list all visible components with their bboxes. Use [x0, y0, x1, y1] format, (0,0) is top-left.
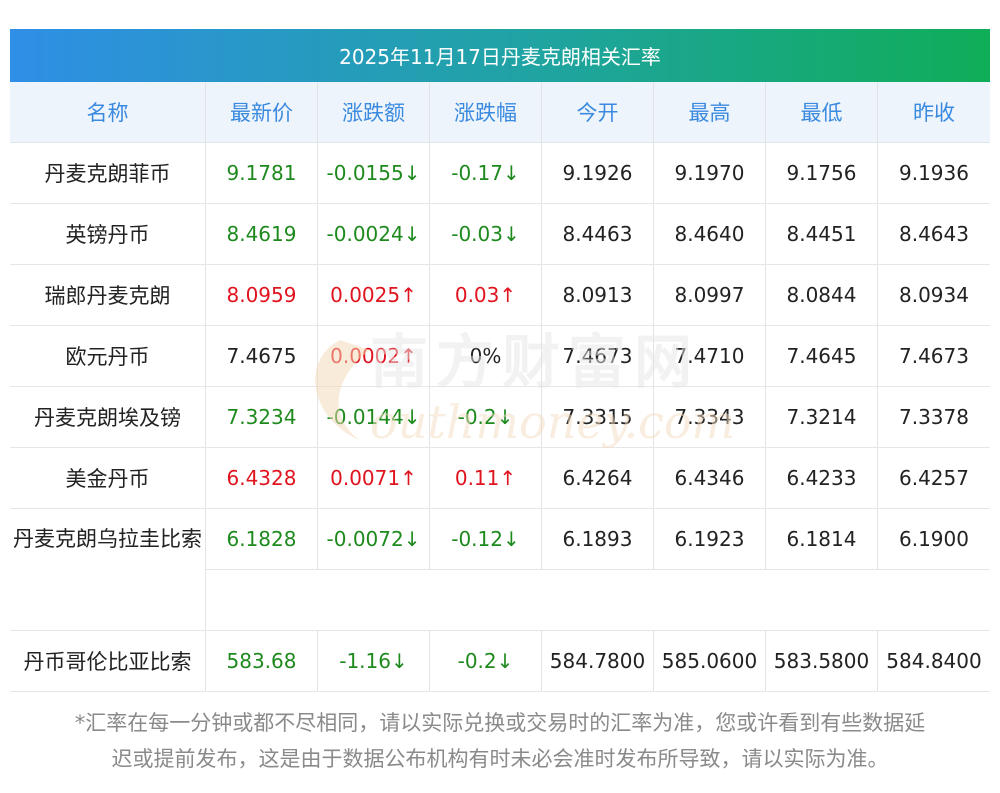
currency-pair-name: 丹麦克朗埃及镑 — [10, 387, 206, 447]
high-cell: 7.3343 — [654, 387, 766, 447]
open-cell: 6.1893 — [542, 509, 654, 569]
prev-close-cell: 7.3378 — [899, 405, 969, 429]
prev-close-cell: 8.0934 — [899, 283, 969, 307]
prev-close-cell: 9.1936 — [899, 161, 969, 185]
low-cell: 7.3214 — [766, 387, 878, 447]
change-pct-cell: 0.11↑ — [430, 448, 542, 508]
change-pct-cell: -0.2↓ — [430, 631, 542, 691]
header-latest: 最新价 — [206, 82, 318, 142]
latest-price-cell: 8.4619 — [206, 204, 318, 264]
change-pct-cell: 0% — [430, 326, 542, 386]
open-cell: 7.4673 — [542, 326, 654, 386]
change-pct-cell: -0.17↓ — [430, 143, 542, 203]
high-cell: 8.4640 — [654, 204, 766, 264]
exchange-rate-table: 名称 最新价 涨跌额 涨跌幅 今开 最高 最低 昨收 丹麦克朗菲币 9.1781-… — [10, 82, 990, 692]
prev-close-cell: 7.4673 — [899, 344, 969, 368]
change-pct-cell: -0.12↓ — [430, 509, 542, 569]
header-change: 涨跌额 — [318, 82, 430, 142]
open-cell: 9.1926 — [542, 143, 654, 203]
change-amount-cell: 0.0025↑ — [318, 265, 430, 325]
change-amount-cell: -1.16↓ — [318, 631, 430, 691]
open-cell: 584.7800 — [542, 631, 654, 691]
table-row: 丹币哥伦比亚比索 583.68 -1.16↓ -0.2↓ 584.7800 585.060… — [10, 631, 990, 692]
latest-price-cell: 8.0959 — [206, 265, 318, 325]
prev-close-cell: 6.4257 — [899, 466, 969, 490]
high-cell: 6.4346 — [654, 448, 766, 508]
low-cell: 8.0844 — [766, 265, 878, 325]
change-pct-cell: 0.03↑ — [430, 265, 542, 325]
latest-price-cell: 6.1828 — [206, 509, 318, 569]
low-cell: 6.4233 — [766, 448, 878, 508]
currency-pair-name: 瑞郎丹麦克朗 — [10, 265, 206, 325]
table-row: 瑞郎丹麦克朗 8.0959 0.0025↑ 0.03↑ 8.0913 8.0997 8.08… — [10, 265, 990, 326]
change-amount-cell: -0.0155↓ — [318, 143, 430, 203]
high-cell: 585.0600 — [654, 631, 766, 691]
currency-pair-name: 丹币哥伦比亚比索 — [10, 631, 206, 691]
currency-pair-name: 美金丹币 — [10, 448, 206, 508]
table-header-row: 名称 最新价 涨跌额 涨跌幅 今开 最高 最低 昨收 — [10, 82, 990, 143]
disclaimer-footnote: *汇率在每一分钟或都不尽相同，请以实际兑换或交易时的汇率为准，您或许看到有些数据… — [0, 705, 1000, 777]
latest-price-cell: 7.3234 — [206, 387, 318, 447]
latest-price-cell: 9.1781 — [206, 143, 318, 203]
open-cell: 6.4264 — [542, 448, 654, 508]
table-row: 欧元丹币 7.4675 0.0002↑ 0% 7.4673 7.4710 7.4645 7.4… — [10, 326, 990, 387]
low-cell: 8.4451 — [766, 204, 878, 264]
low-cell: 7.4645 — [766, 326, 878, 386]
change-pct-cell: -0.03↓ — [430, 204, 542, 264]
change-amount-cell: -0.0072↓ — [318, 509, 430, 569]
high-cell: 6.1923 — [654, 509, 766, 569]
prev-close-cell: 6.1900 — [899, 526, 969, 551]
high-cell: 7.4710 — [654, 326, 766, 386]
prev-close-cell: 584.8400 — [886, 649, 982, 673]
header-prev-close: 昨收 — [913, 101, 955, 125]
header-change-pct: 涨跌幅 — [430, 82, 542, 142]
high-cell: 9.1970 — [654, 143, 766, 203]
header-low: 最低 — [766, 82, 878, 142]
open-cell: 8.4463 — [542, 204, 654, 264]
table-row: 丹麦克朗乌拉圭比索 6.1828 -0.0072↓ -0.12↓ 6.1893 6.192… — [10, 509, 990, 631]
low-cell: 583.5800 — [766, 631, 878, 691]
change-pct-cell: -0.2↓ — [430, 387, 542, 447]
open-cell: 7.3315 — [542, 387, 654, 447]
high-cell: 8.0997 — [654, 265, 766, 325]
table-row: 美金丹币 6.4328 0.0071↑ 0.11↑ 6.4264 6.4346 6.4233… — [10, 448, 990, 509]
open-cell: 8.0913 — [542, 265, 654, 325]
currency-pair-name: 丹麦克朗乌拉圭比索 — [10, 509, 206, 630]
footnote-line-1: *汇率在每一分钟或都不尽相同，请以实际兑换或交易时的汇率为准，您或许看到有些数据… — [74, 711, 926, 735]
low-cell: 9.1756 — [766, 143, 878, 203]
table-row: 丹麦克朗埃及镑 7.3234 -0.0144↓ -0.2↓ 7.3315 7.3343 7.… — [10, 387, 990, 448]
change-amount-cell: -0.0024↓ — [318, 204, 430, 264]
change-amount-cell: 0.0002↑ — [318, 326, 430, 386]
currency-pair-name: 丹麦克朗菲币 — [10, 143, 206, 203]
footnote-line-2: 迟或提前发布，这是由于数据公布机构有时未必会准时发布所导致，请以实际为准。 — [111, 747, 889, 771]
latest-price-cell: 7.4675 — [206, 326, 318, 386]
latest-price-cell: 6.4328 — [206, 448, 318, 508]
header-high: 最高 — [654, 82, 766, 142]
change-amount-cell: 0.0071↑ — [318, 448, 430, 508]
currency-pair-name: 欧元丹币 — [10, 326, 206, 386]
header-open: 今开 — [542, 82, 654, 142]
change-amount-cell: -0.0144↓ — [318, 387, 430, 447]
latest-price-cell: 583.68 — [206, 631, 318, 691]
prev-close-cell: 8.4643 — [899, 222, 969, 246]
header-name: 名称 — [10, 82, 206, 142]
table-title: 2025年11月17日丹麦克朗相关汇率 — [10, 29, 990, 82]
currency-pair-name: 英镑丹币 — [10, 204, 206, 264]
low-cell: 6.1814 — [766, 509, 878, 569]
table-row: 英镑丹币 8.4619 -0.0024↓ -0.03↓ 8.4463 8.4640 8.44… — [10, 204, 990, 265]
table-row: 丹麦克朗菲币 9.1781 -0.0155↓ -0.17↓ 9.1926 9.1970 9.… — [10, 143, 990, 204]
